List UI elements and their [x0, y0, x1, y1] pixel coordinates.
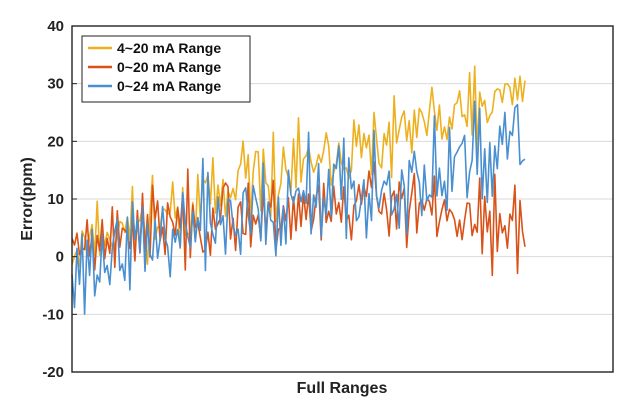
series-line-2	[71, 100, 526, 315]
y-tick-label: 40	[47, 18, 64, 35]
x-axis-title: Full Ranges	[297, 380, 388, 397]
legend: 4~20 mA Range 0~20 mA Range 0~24 mA Range	[81, 35, 251, 103]
y-tick-label: 20	[47, 133, 64, 150]
legend-label: 4~20 mA Range	[117, 40, 221, 56]
series-layer	[71, 65, 526, 315]
legend-label: 0~24 mA Range	[117, 78, 221, 94]
y-tick-label: 0	[56, 249, 64, 266]
y-tick-label: 30	[47, 76, 64, 93]
y-tick-label: -20	[42, 364, 64, 381]
y-axis-title: Error(ppm)	[19, 157, 36, 241]
y-tick-label: 10	[47, 191, 64, 208]
y-axis-ticks: -20 -10 0 10 20 30 40	[42, 18, 77, 381]
legend-label: 0~20 mA Range	[117, 59, 221, 75]
series-line-0	[71, 65, 526, 268]
series-line-1	[71, 161, 526, 277]
y-tick-label: -10	[42, 306, 64, 323]
